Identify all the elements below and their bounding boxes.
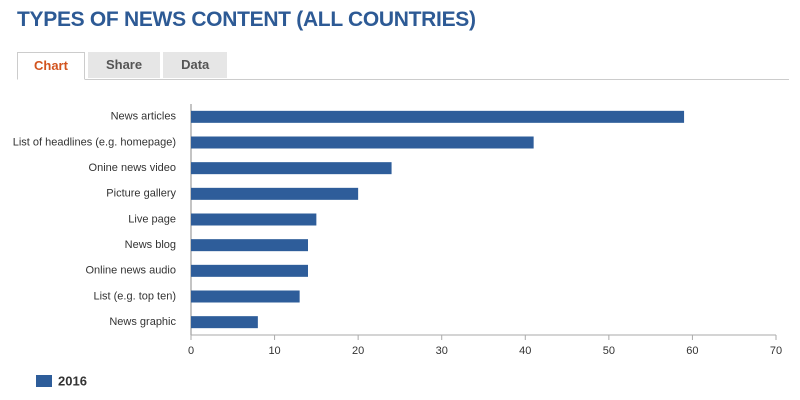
legend-label: 2016 bbox=[58, 373, 87, 388]
tab[interactable]: Chart bbox=[17, 52, 85, 80]
x-tick-label: 30 bbox=[436, 345, 448, 357]
x-tick-label: 0 bbox=[188, 345, 194, 357]
chart-title: TYPES OF NEWS CONTENT (ALL COUNTRIES) bbox=[17, 8, 476, 31]
bar bbox=[191, 187, 359, 200]
y-tick-label: Picture gallery bbox=[106, 188, 176, 200]
bar bbox=[191, 110, 685, 123]
tab[interactable]: Share bbox=[87, 52, 161, 78]
tab-bar: Chart Share Data bbox=[17, 52, 789, 80]
y-tick-label: News graphic bbox=[109, 316, 176, 328]
y-tick-label: Onine news video bbox=[89, 162, 176, 174]
y-tick-label: List of headlines (e.g. homepage) bbox=[13, 136, 176, 148]
y-tick-label: Live page bbox=[128, 213, 176, 225]
bar bbox=[191, 136, 534, 149]
x-tick-label: 70 bbox=[770, 345, 782, 357]
y-tick-label: Online news audio bbox=[85, 265, 176, 277]
bar bbox=[191, 213, 317, 226]
x-tick-label: 60 bbox=[686, 345, 698, 357]
y-tick-label: News articles bbox=[111, 111, 177, 123]
x-tick-label: 10 bbox=[268, 345, 280, 357]
bar bbox=[191, 264, 308, 277]
y-tick-label: News blog bbox=[125, 239, 176, 251]
bar bbox=[191, 316, 258, 329]
bar bbox=[191, 162, 392, 175]
bar bbox=[191, 290, 300, 303]
x-tick-label: 50 bbox=[603, 345, 615, 357]
bar bbox=[191, 239, 308, 252]
x-tick-label: 40 bbox=[519, 345, 531, 357]
y-tick-label: List (e.g. top ten) bbox=[93, 290, 176, 302]
tab[interactable]: Data bbox=[163, 52, 228, 78]
x-tick-label: 20 bbox=[352, 345, 364, 357]
legend-swatch bbox=[36, 375, 52, 387]
